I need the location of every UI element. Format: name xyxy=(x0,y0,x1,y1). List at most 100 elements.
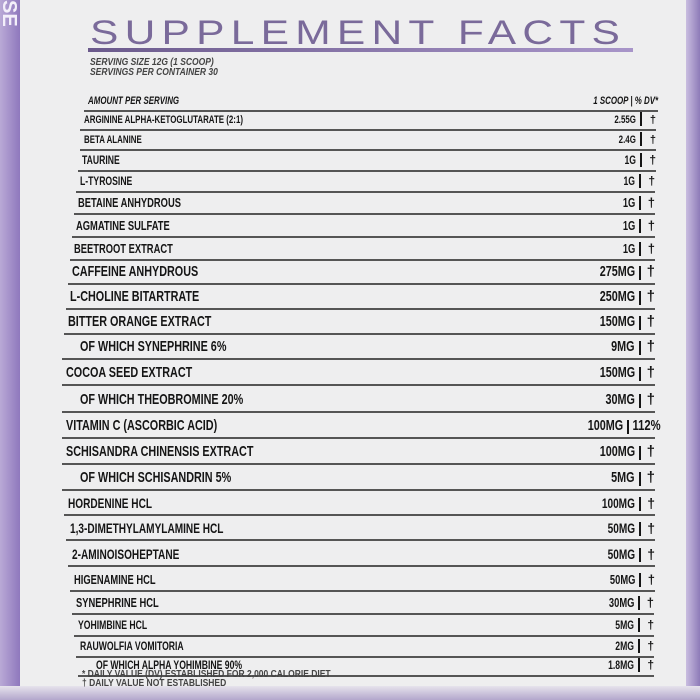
column-separator xyxy=(639,522,641,536)
side-text: SE xyxy=(0,0,20,27)
row-divider xyxy=(84,110,658,112)
ingredient-amount: 100MG xyxy=(587,417,623,434)
ingredient-row: BETA ALANINE 2.4G † xyxy=(84,128,656,148)
column-separator xyxy=(640,112,642,126)
ingredient-row: BETAINE ANHYDROUS 1G † xyxy=(78,192,655,212)
ingredient-name: YOHIMBINE HCL xyxy=(78,618,148,632)
ingredient-amount: 1G xyxy=(622,218,635,233)
row-divider xyxy=(74,213,655,215)
header-scoop: 1 SCOOP xyxy=(593,95,629,107)
ingredient-dv: † xyxy=(646,263,655,280)
column-separator xyxy=(639,174,641,188)
ingredient-amount: 50MG xyxy=(607,520,635,536)
ingredient-dv: † xyxy=(646,338,655,355)
column-separator xyxy=(639,341,641,355)
header-amount-per-serving: AMOUNT PER SERVING xyxy=(88,95,180,107)
row-divider xyxy=(78,170,656,172)
ingredient-amount: 9MG xyxy=(611,338,635,355)
servings-per-container: SERVINGS PER CONTAINER 30 xyxy=(90,67,218,78)
row-divider xyxy=(62,437,655,439)
ingredient-amount: 150MG xyxy=(599,364,635,381)
column-separator xyxy=(640,132,642,146)
title-divider xyxy=(88,48,633,52)
ingredient-row: OF WHICH SYNEPHRINE 6% 9MG † xyxy=(66,337,655,357)
ingredient-row: AGMATINE SULFATE 1G † xyxy=(76,215,655,235)
row-divider xyxy=(64,333,655,335)
ingredient-amount: 150MG xyxy=(599,313,635,330)
row-divider xyxy=(68,565,655,567)
ingredient-name: HORDENINE HCL xyxy=(68,495,153,511)
ingredient-dv: † xyxy=(647,195,655,210)
ingredient-amount: 5MG xyxy=(615,618,634,632)
ingredient-name: ARGININE ALPHA-KETOGLUTARATE (2:1) xyxy=(84,114,243,126)
column-separator xyxy=(639,242,641,256)
ingredient-dv: † xyxy=(646,443,655,460)
ingredient-dv: † xyxy=(647,520,655,536)
ingredient-amount: 1G xyxy=(624,153,636,167)
ingredient-row: COCOA SEED EXTRACT 150MG † xyxy=(66,363,655,383)
ingredient-row: SCHISANDRA CHINENSIS EXTRACT 100MG † xyxy=(66,442,655,462)
column-separator xyxy=(639,367,641,381)
ingredient-name: 1,3-DIMETHYLAMYLAMINE HCL xyxy=(70,520,224,536)
ingredient-dv: † xyxy=(647,241,655,256)
ingredient-name: OF WHICH ALPHA YOHIMBINE 90% xyxy=(96,658,243,672)
ingredient-dv: † xyxy=(647,618,654,632)
row-divider xyxy=(80,149,656,151)
ingredient-row: L-CHOLINE BITARTRATE 250MG † xyxy=(70,287,655,307)
package-bottom-edge xyxy=(0,686,700,700)
ingredient-dv: † xyxy=(646,288,655,305)
row-divider xyxy=(62,489,655,491)
column-separator xyxy=(639,219,641,233)
ingredient-name: TAURINE xyxy=(82,153,120,167)
column-separator xyxy=(627,420,629,434)
serving-info: SERVING SIZE 12G (1 SCOOP) SERVINGS PER … xyxy=(90,58,218,78)
ingredient-dv: † xyxy=(648,174,655,188)
ingredient-row: TAURINE 1G † xyxy=(82,149,656,169)
ingredient-amount: 100MG xyxy=(599,443,635,460)
ingredient-name: CAFFEINE ANHYDROUS xyxy=(72,263,199,280)
row-divider xyxy=(70,259,655,261)
ingredient-dv: † xyxy=(647,546,655,562)
ingredient-amount: 50MG xyxy=(609,572,635,587)
ingredient-name: COCOA SEED EXTRACT xyxy=(66,364,193,381)
ingredient-amount: 2.4G xyxy=(618,134,636,146)
ingredient-name: OF WHICH THEOBROMINE 20% xyxy=(80,391,244,408)
ingredient-amount: 1.8MG xyxy=(608,658,634,672)
ingredient-row: VITAMIN C (ASCORBIC ACID) 100MG 112% xyxy=(66,416,661,436)
header-columns: 1 SCOOP | % DV* xyxy=(593,95,658,107)
footnote-not-established: † DAILY VALUE NOT ESTABLISHED xyxy=(82,678,227,689)
ingredient-name: OF WHICH SYNEPHRINE 6% xyxy=(80,338,227,355)
ingredient-dv: † xyxy=(647,495,655,511)
ingredient-dv: † xyxy=(647,572,655,587)
ingredient-dv: † xyxy=(646,595,654,610)
row-divider xyxy=(62,411,655,413)
ingredient-row: CAFFEINE ANHYDROUS 275MG † xyxy=(72,262,655,282)
ingredient-row: OF WHICH THEOBROMINE 20% 30MG † xyxy=(66,390,655,410)
ingredient-name: HIGENAMINE HCL xyxy=(74,572,156,587)
column-separator xyxy=(638,658,640,672)
footnote-dv: * DAILY VALUE (DV) ESTABLISHED FOR 2,000… xyxy=(82,669,331,680)
serving-size: SERVING SIZE 12G (1 SCOOP) xyxy=(90,57,214,68)
ingredient-row: ARGININE ALPHA-KETOGLUTARATE (2:1) 2.55G † xyxy=(84,108,656,128)
ingredient-amount: 1G xyxy=(622,241,635,256)
column-separator xyxy=(639,548,641,562)
ingredient-amount: 100MG xyxy=(601,495,635,511)
ingredient-name: L-TYROSINE xyxy=(80,174,133,188)
column-separator xyxy=(639,394,641,408)
ingredient-dv: † xyxy=(649,153,656,167)
ingredient-row: 2-AMINOISOHEPTANE 50MG † xyxy=(72,544,655,564)
row-divider xyxy=(72,236,655,238)
column-separator xyxy=(638,618,640,632)
ingredient-dv: † xyxy=(649,114,656,126)
ingredient-name: BEETROOT EXTRACT xyxy=(74,241,173,256)
row-divider xyxy=(68,283,655,285)
ingredient-row: L-TYROSINE 1G † xyxy=(80,170,655,190)
column-separator xyxy=(639,573,641,587)
ingredient-dv: † xyxy=(647,218,655,233)
row-divider xyxy=(62,463,655,465)
row-divider xyxy=(76,656,654,658)
ingredient-amount: 1G xyxy=(622,195,635,210)
package-right-edge xyxy=(686,0,700,700)
row-divider xyxy=(66,308,655,310)
ingredient-name: 2-AMINOISOHEPTANE xyxy=(72,546,180,562)
